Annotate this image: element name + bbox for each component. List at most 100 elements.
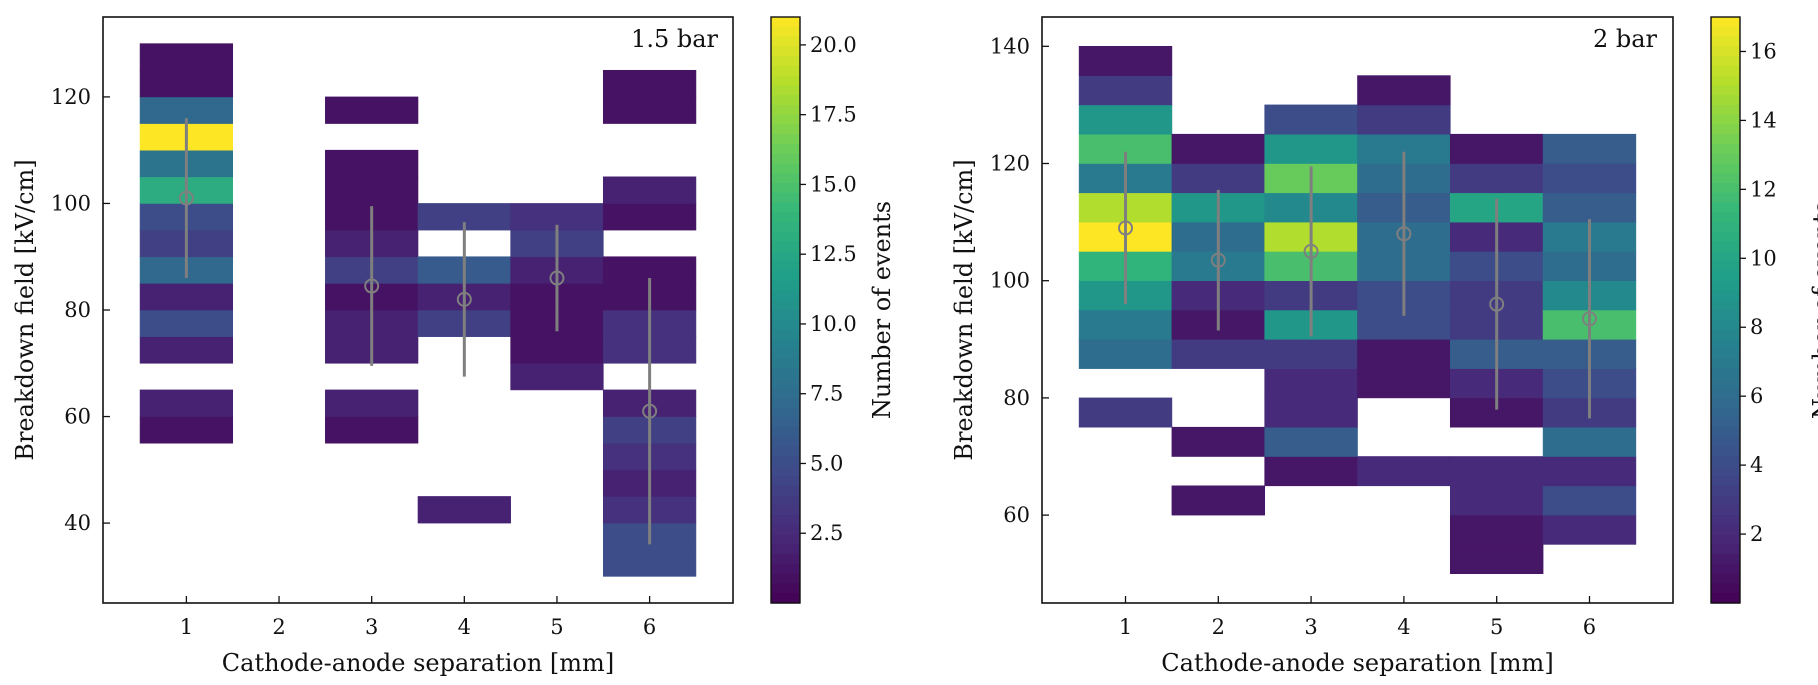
colorbar-tick-label: 10 bbox=[1750, 246, 1777, 270]
colorbar-segment bbox=[1711, 378, 1740, 389]
colorbar-segment bbox=[1711, 212, 1740, 223]
colorbar-segment bbox=[1711, 456, 1740, 467]
heatmap-bin bbox=[1449, 133, 1544, 164]
heatmap-bin bbox=[1264, 133, 1358, 164]
colorbar-segment bbox=[1711, 95, 1740, 106]
mean-marker bbox=[1210, 252, 1226, 268]
colorbar-tick-label: 12 bbox=[1750, 177, 1777, 201]
colorbar-segment bbox=[1711, 573, 1740, 585]
colorbar-segment bbox=[771, 573, 800, 585]
colorbar-segment bbox=[771, 436, 800, 448]
colorbar-segment bbox=[771, 270, 800, 282]
heatmap-bin bbox=[1357, 338, 1451, 369]
colorbar-segment bbox=[1711, 65, 1740, 77]
colorbar-segment bbox=[771, 222, 800, 233]
colorbar-segment bbox=[1711, 270, 1740, 282]
colorbar-segment bbox=[1711, 319, 1740, 331]
heatmap-bin bbox=[1264, 397, 1358, 428]
x-tick-label: 3 bbox=[1304, 615, 1317, 639]
colorbar-segment bbox=[1711, 124, 1740, 135]
colorbar-segment bbox=[771, 280, 800, 292]
heatmap-bin bbox=[1357, 368, 1451, 399]
heatmap-bin bbox=[1264, 104, 1358, 135]
colorbar-segment bbox=[771, 46, 800, 57]
colorbar-segment bbox=[1711, 358, 1740, 370]
colorbar-segment bbox=[771, 56, 800, 67]
heatmap-bin bbox=[1542, 485, 1637, 516]
colorbar-segment bbox=[771, 104, 800, 116]
heatmap-bin bbox=[1264, 426, 1358, 457]
colorbar-segment bbox=[771, 300, 800, 311]
heatmap-bin bbox=[1171, 163, 1266, 194]
x-tick-label: 6 bbox=[643, 615, 656, 639]
colorbar-segment bbox=[1711, 593, 1740, 604]
colorbar-segment bbox=[1711, 85, 1740, 96]
colorbar-segment bbox=[771, 554, 800, 565]
colorbar: 2.5 5.0 7.5 10.0 12.5 15.0 17.5 20.0 Number of e… bbox=[770, 16, 896, 604]
x-tick-label: 6 bbox=[1583, 615, 1596, 639]
x-tick-label: 2 bbox=[1212, 615, 1225, 639]
colorbar-segment bbox=[771, 251, 800, 262]
colorbar-segment bbox=[771, 476, 800, 487]
heatmap-bin bbox=[602, 96, 697, 124]
heatmap-bin bbox=[325, 149, 419, 178]
colorbar-segment bbox=[771, 310, 800, 321]
heatmap-bin bbox=[1542, 514, 1637, 545]
colorbar-segment bbox=[1711, 388, 1740, 399]
heatmap-bin bbox=[1449, 456, 1544, 487]
colorbar-tick-label: 16 bbox=[1750, 39, 1777, 63]
colorbar-segment bbox=[771, 153, 800, 165]
heatmap-bin bbox=[325, 96, 419, 124]
colorbar-segment bbox=[771, 583, 800, 594]
panel-title: 2 bar bbox=[1593, 25, 1658, 53]
colorbar-segment bbox=[1711, 202, 1740, 213]
colorbar-segment bbox=[1711, 310, 1740, 321]
colorbar-segment bbox=[1711, 427, 1740, 438]
colorbar-segment bbox=[1711, 114, 1740, 126]
y-tick-label: 80 bbox=[64, 298, 91, 322]
heatmap-bin bbox=[417, 496, 511, 524]
colorbar-segment bbox=[771, 231, 800, 243]
mean-marker bbox=[1303, 243, 1319, 259]
colorbar-segment bbox=[771, 26, 800, 38]
heatmap-bin bbox=[602, 549, 697, 577]
mean-marker bbox=[364, 278, 380, 294]
colorbar-label: Number of events bbox=[1808, 201, 1818, 419]
x-tick-label: 5 bbox=[550, 615, 563, 639]
colorbar-segment bbox=[771, 202, 800, 213]
colorbar-segment bbox=[1711, 173, 1740, 184]
colorbar-tick-label: 14 bbox=[1750, 108, 1777, 132]
heatmap-bin bbox=[1078, 45, 1173, 76]
x-tick-label: 3 bbox=[365, 615, 378, 639]
heatmap-bin bbox=[139, 309, 234, 337]
colorbar-segment bbox=[1711, 26, 1740, 38]
colorbar-segment bbox=[1711, 261, 1740, 272]
colorbar-segment bbox=[771, 143, 800, 155]
colorbar-segment bbox=[1711, 466, 1740, 477]
mean-marker bbox=[642, 403, 658, 419]
colorbar-segment bbox=[771, 124, 800, 135]
colorbar-segment bbox=[771, 417, 800, 428]
x-axis-label: Cathode-anode separation [mm] bbox=[1161, 649, 1553, 677]
colorbar-segment bbox=[1711, 163, 1740, 174]
mean-marker bbox=[1396, 226, 1412, 242]
mean-markers bbox=[1118, 151, 1597, 419]
heatmap-bin bbox=[325, 389, 419, 417]
y-tick-label: 120 bbox=[51, 85, 91, 109]
heatmap-bin bbox=[1542, 456, 1637, 487]
mean-marker bbox=[549, 270, 565, 286]
x-tick-label: 4 bbox=[458, 615, 471, 639]
colorbar-frame bbox=[1710, 16, 1741, 604]
heatmap-bin bbox=[1449, 544, 1544, 575]
colorbar-segment bbox=[1711, 485, 1740, 497]
mean-marker bbox=[1118, 220, 1134, 236]
colorbar-tick-label: 2 bbox=[1750, 522, 1763, 546]
colorbar-segment bbox=[1711, 134, 1740, 145]
heatmap-bins bbox=[139, 43, 697, 577]
colorbar-segment bbox=[1711, 554, 1740, 565]
heatmap-bins bbox=[1078, 45, 1637, 575]
y-axis-label: Breakdown field [kV/cm] bbox=[11, 159, 39, 460]
y-tick-label: 80 bbox=[1003, 386, 1030, 410]
colorbar-segment bbox=[771, 349, 800, 360]
